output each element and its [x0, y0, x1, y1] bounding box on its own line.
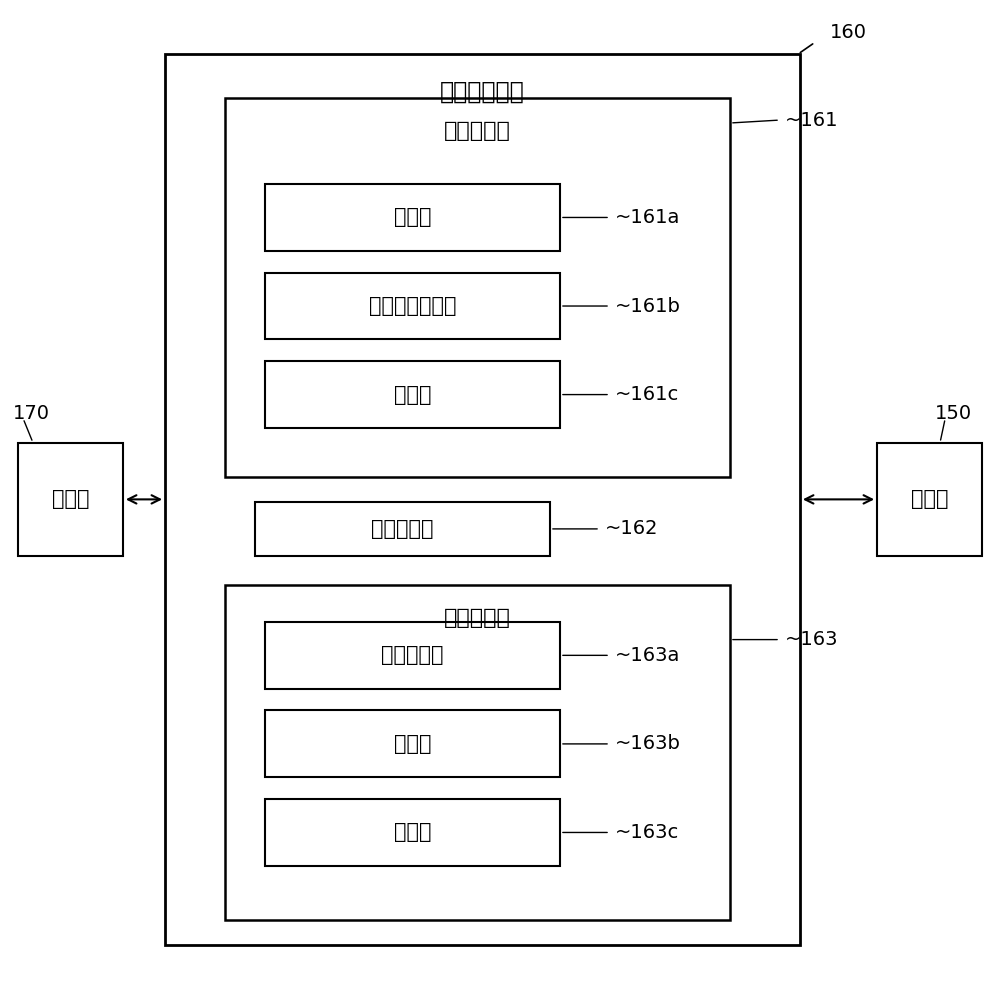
Text: 数据保持部: 数据保持部 [371, 519, 434, 539]
Text: ~161c: ~161c [615, 385, 679, 404]
Bar [265, 710, 560, 777]
Bar [265, 273, 560, 339]
Text: 显示部: 显示部 [52, 489, 89, 510]
Text: 信号处理部: 信号处理部 [381, 646, 444, 665]
Text: 判定部: 判定部 [394, 823, 431, 842]
Text: 160: 160 [830, 23, 867, 42]
Bar [265, 622, 560, 689]
Text: 150: 150 [935, 403, 972, 423]
Text: ~161: ~161 [785, 110, 838, 130]
Text: ~163a: ~163a [615, 646, 680, 665]
Bar [165, 54, 800, 945]
Bar [265, 184, 560, 251]
Text: 运算部: 运算部 [394, 734, 431, 754]
Text: 运算处理部: 运算处理部 [444, 608, 511, 628]
Text: 数据处理装置: 数据处理装置 [440, 80, 525, 103]
Bar [225, 585, 730, 920]
Text: 测定条件设定部: 测定条件设定部 [369, 296, 456, 316]
Text: 控制处理部: 控制处理部 [444, 121, 511, 141]
Bar [255, 502, 550, 556]
Bar [265, 361, 560, 428]
Text: ~161b: ~161b [615, 296, 681, 316]
Bar [225, 98, 730, 477]
Text: ~163: ~163 [785, 630, 838, 649]
Text: 170: 170 [13, 403, 50, 423]
Text: ~161a: ~161a [615, 208, 680, 227]
Text: 检测器: 检测器 [911, 489, 948, 510]
Bar [265, 799, 560, 866]
Bar [18, 443, 123, 556]
Text: 记录部: 记录部 [394, 385, 431, 404]
Text: ~163b: ~163b [615, 734, 681, 754]
Text: ~163c: ~163c [615, 823, 679, 842]
Text: ~162: ~162 [605, 520, 659, 538]
Bar [877, 443, 982, 556]
Text: 控制部: 控制部 [394, 208, 431, 227]
